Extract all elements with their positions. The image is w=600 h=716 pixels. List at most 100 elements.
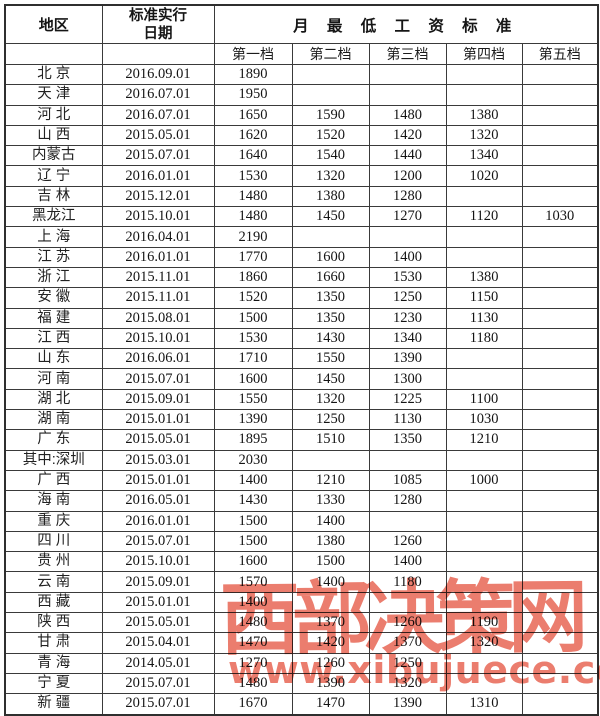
region-cell: 上 海 [4,226,103,248]
wage-cell: 1520 [213,287,293,309]
wage-cell [521,429,599,451]
date-cell: 2016.01.01 [101,246,215,268]
region-cell: 浙 江 [4,266,103,289]
wage-cell [521,368,599,390]
date-cell: 2015.12.01 [101,185,215,208]
date-cell: 2015.05.01 [101,612,215,634]
wage-cell [445,652,523,674]
wage-cell: 1550 [213,388,293,411]
region-cell: 山 西 [4,124,103,147]
region-cell: 海 南 [4,490,103,512]
date-cell: 2015.03.01 [101,449,215,471]
region-cell: 宁 夏 [4,672,103,695]
region-cell: 河 南 [4,368,103,390]
table-row: 云 南 2015.09.01 1570 1400 1180 [4,571,599,593]
header-tier-1: 第一档 [213,43,293,65]
wage-cell: 1390 [368,348,447,370]
wage-cell: 1250 [291,409,370,431]
wage-cell [521,632,599,654]
table-row: 陕 西 2015.05.01 1480 1370 1260 1190 [4,612,599,634]
region-cell: 贵 州 [4,551,103,573]
wage-cell: 1650 [213,104,293,126]
wage-cell: 1210 [445,429,523,451]
wage-cell [445,348,523,370]
wage-cell [521,307,599,329]
wage-cell [445,368,523,390]
wage-cell: 1400 [368,551,447,573]
region-cell: 青 海 [4,652,103,674]
wage-cell: 1350 [368,429,447,451]
wage-cell [521,84,599,106]
wage-cell [445,510,523,532]
wage-cell [521,185,599,208]
table-row: 新 疆 2015.07.01 1670 1470 1390 1310 [4,693,599,715]
wage-cell: 1400 [213,591,293,614]
date-cell: 2015.09.01 [101,571,215,593]
wage-cell [368,510,447,532]
wage-cell: 1210 [291,469,370,492]
wage-cell: 1710 [213,348,293,370]
wage-cell: 1280 [368,490,447,512]
region-cell: 吉 林 [4,185,103,208]
wage-cell: 1340 [368,327,447,350]
wage-cell [291,226,370,248]
region-cell: 甘 肃 [4,632,103,654]
wage-cell: 1530 [213,327,293,350]
region-cell: 西 藏 [4,591,103,614]
wage-cell [521,591,599,614]
date-cell: 2015.01.01 [101,409,215,431]
wage-cell [445,226,523,248]
wage-cell [521,612,599,634]
wage-cell: 1620 [213,124,293,147]
wage-cell: 1390 [213,409,293,431]
date-cell: 2015.07.01 [101,530,215,553]
wage-cell [445,84,523,106]
date-cell: 2015.07.01 [101,693,215,715]
wage-cell [521,124,599,147]
wage-cell: 1380 [445,266,523,289]
region-cell: 江 苏 [4,246,103,268]
header-tier-2: 第二档 [291,43,370,65]
wage-cell [521,652,599,674]
wage-cell [445,185,523,208]
wage-cell: 1320 [291,388,370,411]
wage-cell: 1480 [213,185,293,208]
region-cell: 黑龙江 [4,206,103,228]
wage-cell [521,226,599,248]
wage-cell [521,266,599,289]
region-cell: 四 川 [4,530,103,553]
table-row: 江 西 2015.10.01 1530 1430 1340 1180 [4,327,599,350]
wage-cell: 1530 [368,266,447,289]
wage-cell [521,63,599,86]
wage-cell: 1180 [445,327,523,350]
wage-cell [521,104,599,126]
region-cell: 陕 西 [4,612,103,634]
wage-cell: 2030 [213,449,293,471]
wage-cell: 1380 [291,185,370,208]
wage-cell: 1500 [213,510,293,532]
minimum-wage-table: 地区 标准实行 日期 月 最 低 工 资 标 准 第一档 第二档 第三档 第四档… [4,4,600,716]
wage-cell [521,145,599,167]
wage-cell [521,246,599,268]
date-cell: 2015.11.01 [101,266,215,289]
wage-cell: 1280 [368,185,447,208]
header-region-spacer [4,43,103,65]
wage-cell: 1250 [368,287,447,309]
wage-cell [521,469,599,492]
wage-cell: 1180 [368,571,447,593]
wage-cell: 1330 [291,490,370,512]
header-tier-5: 第五档 [521,43,599,65]
wage-cell: 1260 [291,652,370,674]
wage-cell: 1470 [213,632,293,654]
wage-cell: 1320 [368,672,447,695]
table-row: 其中:深圳 2015.03.01 2030 [4,449,599,471]
wage-cell: 1640 [213,145,293,167]
wage-cell: 1370 [291,612,370,634]
wage-cell: 1230 [368,307,447,329]
region-cell: 广 东 [4,429,103,451]
date-cell: 2015.10.01 [101,206,215,228]
wage-cell [521,165,599,187]
date-cell: 2015.09.01 [101,388,215,411]
region-cell: 山 东 [4,348,103,370]
